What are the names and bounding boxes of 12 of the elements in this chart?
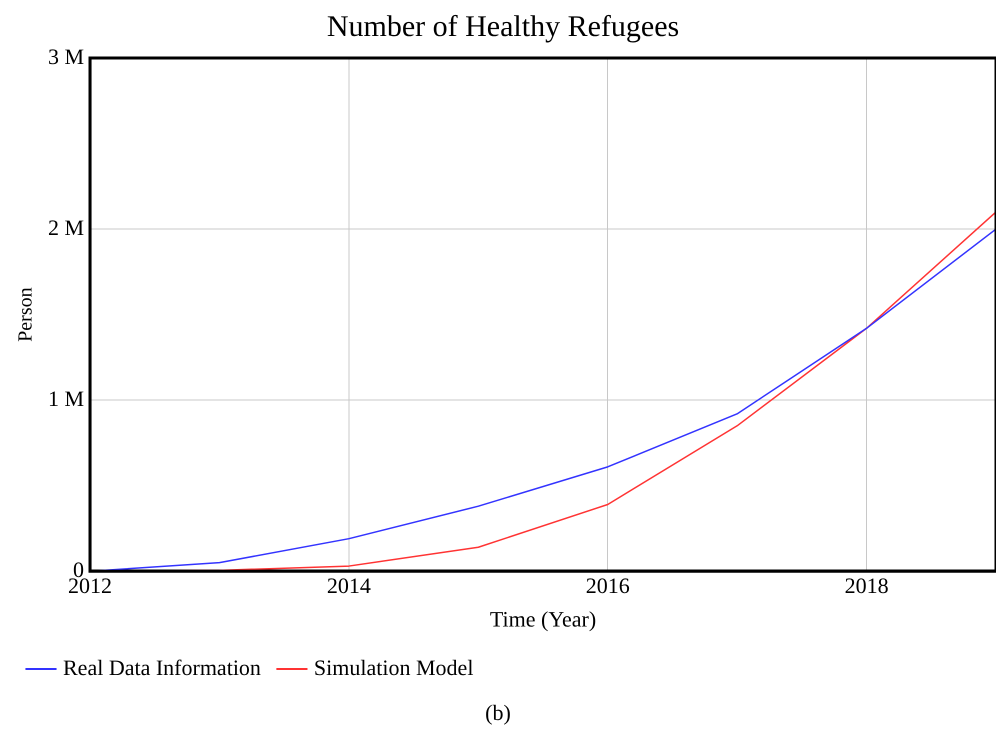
text: (b) <box>484 700 512 726</box>
legend-label: Simulation Model <box>314 654 474 680</box>
x-tick-label: 2018 <box>844 573 889 598</box>
chart-title: Number of Healthy Refugees <box>326 10 680 43</box>
y-tick-label: 1 M <box>48 386 84 411</box>
y-tick-label: 2 M <box>48 214 84 240</box>
x-tick-label: 2014 <box>326 573 371 598</box>
legend-label: Real Data Information <box>63 654 261 680</box>
y-axis-title: Person <box>14 287 36 342</box>
y-tick-label: 3 M <box>48 44 84 69</box>
x-tick-label: 2016 <box>586 573 630 598</box>
x-axis-title: Time (Year) <box>490 606 596 632</box>
